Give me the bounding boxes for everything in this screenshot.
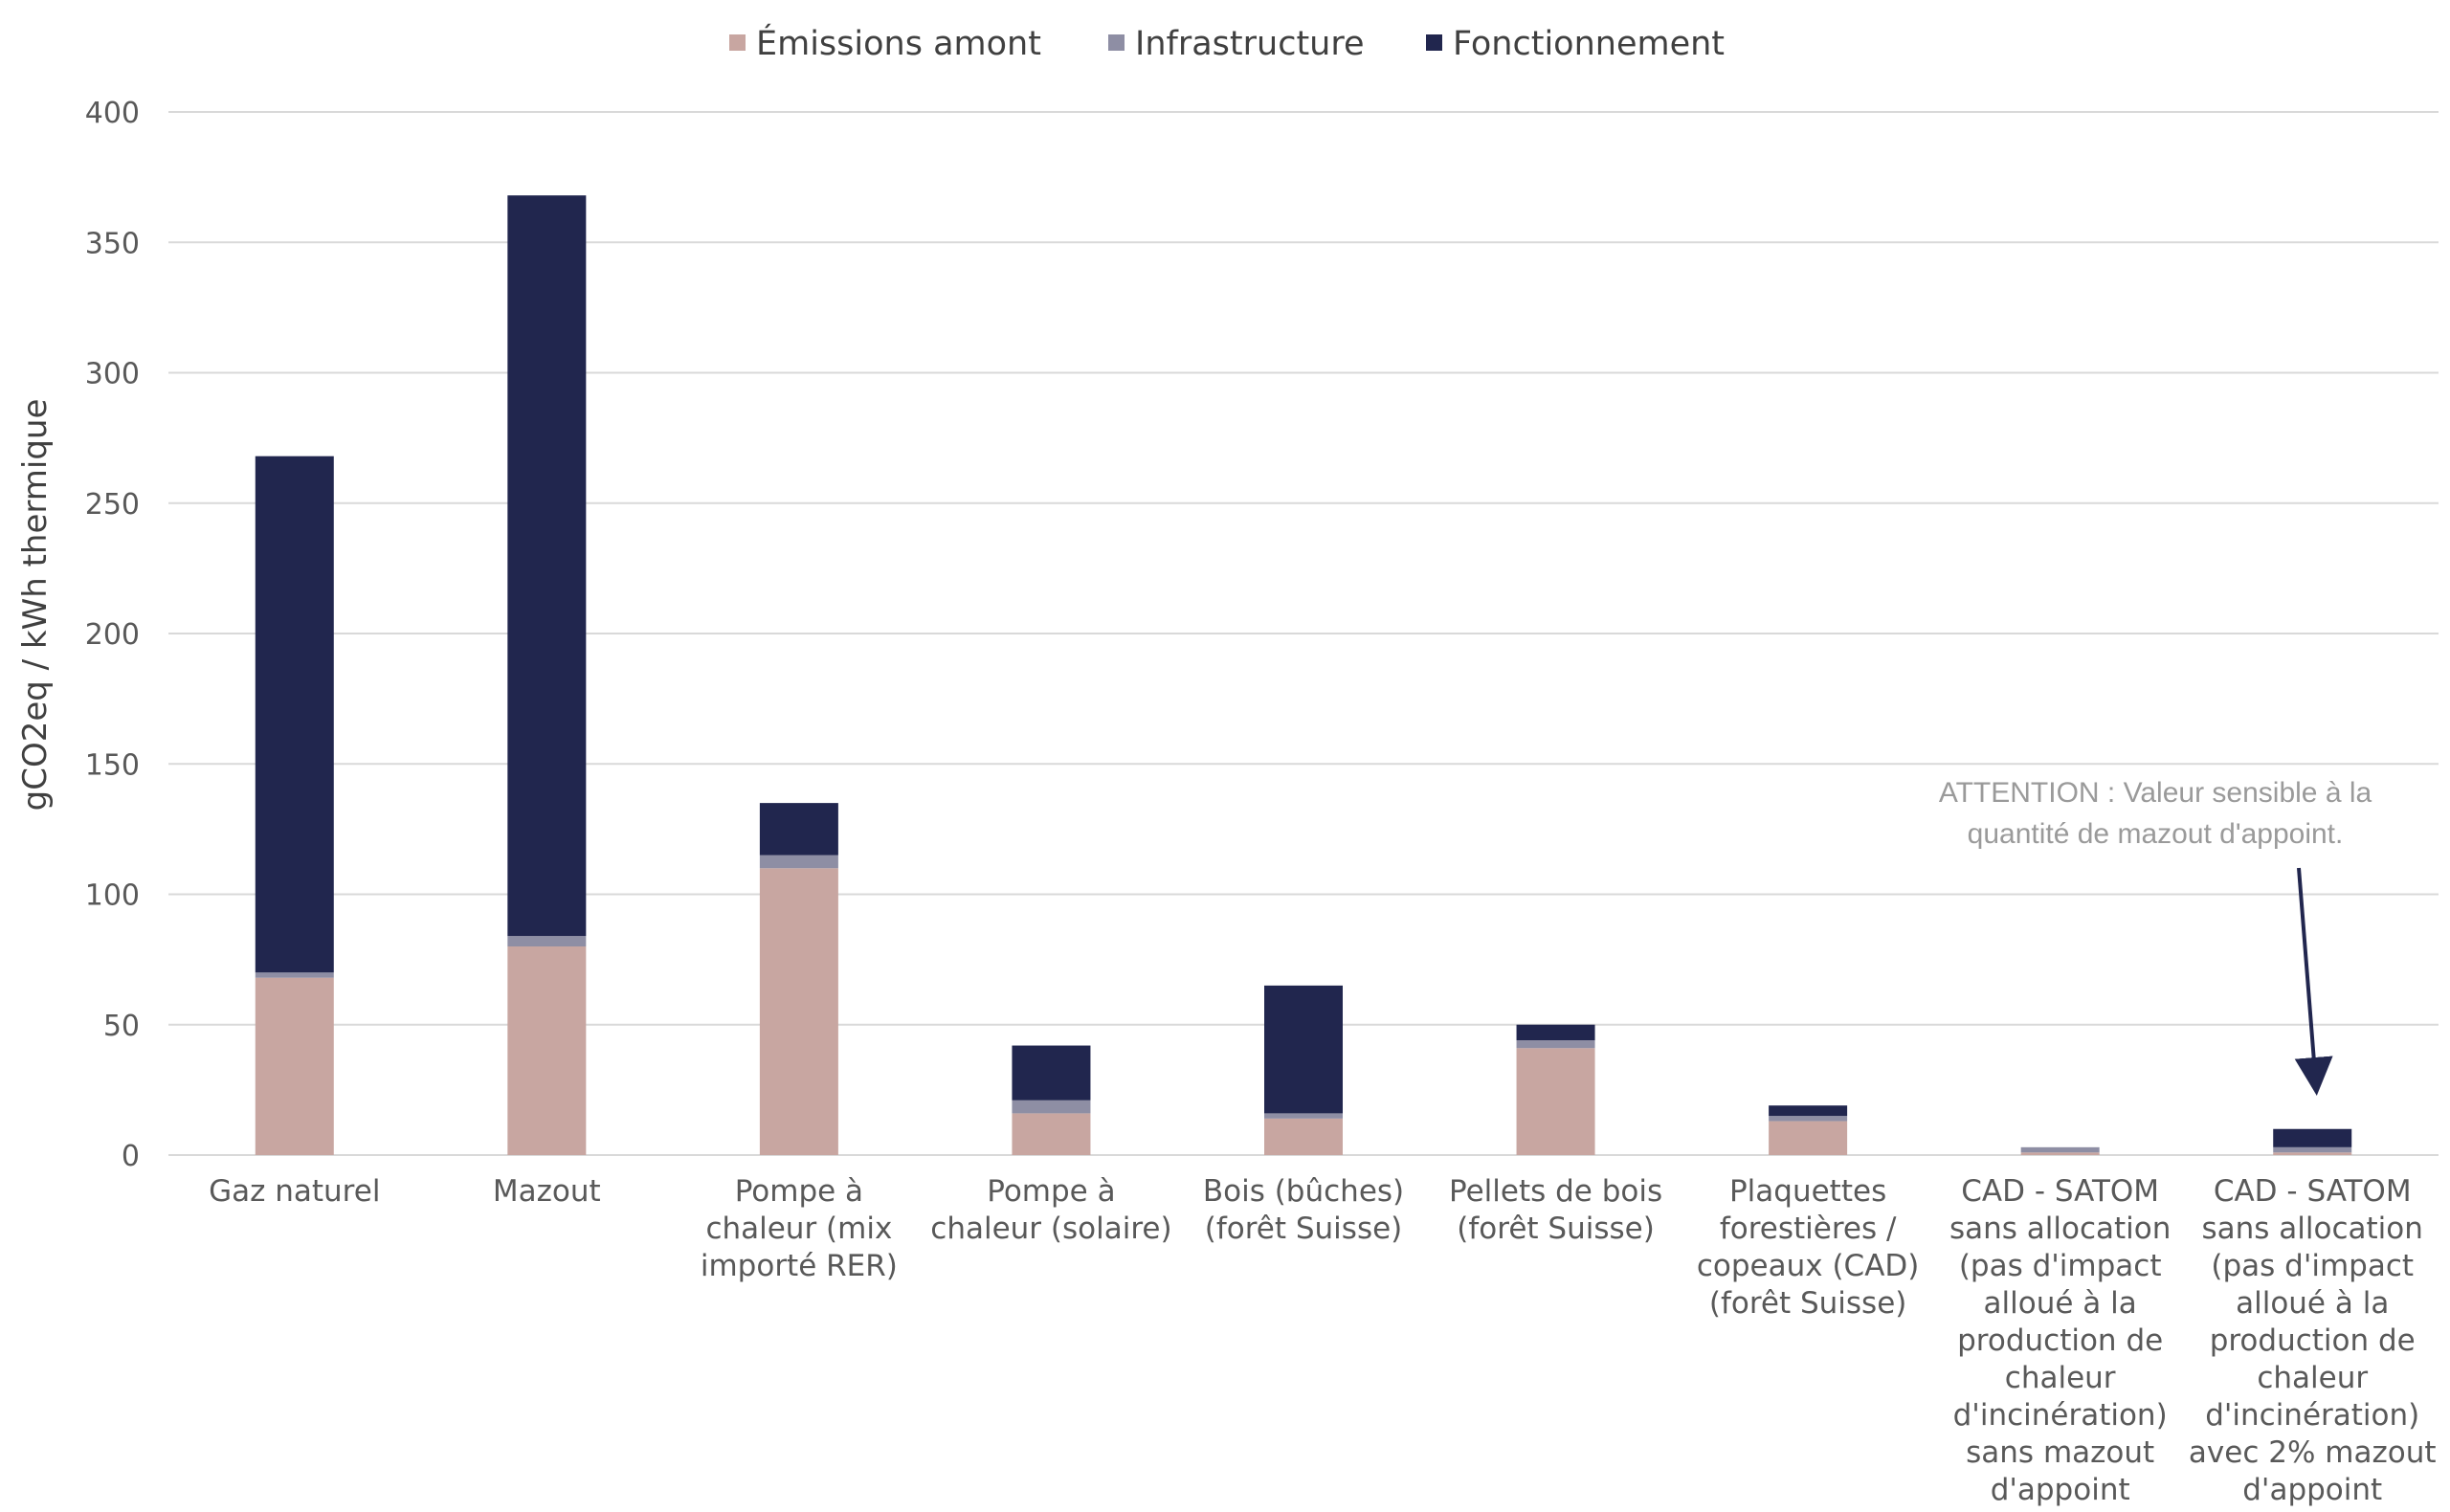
bar-segment-2-cat-2 <box>507 936 587 946</box>
bar-segment-2-cat-7 <box>1769 1116 1848 1122</box>
bars <box>255 195 2352 1155</box>
bar-segment-2-cat-8 <box>2020 1146 2100 1153</box>
x-category-label: CAD - SATOM sans allocation (pas d'impact a… <box>1949 1174 2171 1507</box>
bar-segment-3-cat-1 <box>255 456 334 973</box>
x-category-label: Gaz naturel <box>209 1174 380 1209</box>
bar-segment-1-cat-8 <box>2020 1152 2100 1155</box>
bar-segment-1-cat-5 <box>1264 1118 1343 1155</box>
bar-segment-1-cat-9 <box>2273 1152 2352 1155</box>
y-tick-label: 400 <box>85 97 140 130</box>
bar-segment-3-cat-2 <box>507 195 587 937</box>
x-category-label: Plaquettes forestières / copeaux (CAD) (for… <box>1697 1174 1920 1321</box>
bar-segment-2-cat-4 <box>1012 1100 1091 1114</box>
bar-segment-1-cat-1 <box>255 977 334 1155</box>
bar-segment-2-cat-6 <box>1516 1040 1595 1049</box>
legend-label: Fonctionnement <box>1453 25 1725 63</box>
bar-segment-3-cat-3 <box>759 803 838 856</box>
bar-segment-3-cat-4 <box>1012 1045 1091 1101</box>
legend-swatch <box>729 34 746 51</box>
x-category-label: CAD - SATOM sans allocation (pas d'impact a… <box>2189 1174 2437 1507</box>
bar-segment-2-cat-3 <box>759 855 838 869</box>
x-category-label: Pompe à chaleur (mix importé RER) <box>701 1174 898 1283</box>
bar-segment-2-cat-1 <box>255 972 334 978</box>
legend: Émissions amont Infrastructure Fonctionnem… <box>729 23 1725 63</box>
bar-segment-1-cat-6 <box>1516 1048 1595 1155</box>
bar-segment-1-cat-7 <box>1769 1121 1848 1155</box>
x-axis-labels: Gaz naturel Mazout Pompe à chaleur (mix impo… <box>209 1174 2436 1507</box>
bar-segment-3-cat-5 <box>1264 985 1343 1114</box>
y-tick-label: 100 <box>85 879 140 913</box>
legend-swatch <box>1426 34 1442 51</box>
x-category-label: Mazout <box>493 1174 601 1209</box>
y-axis-title: gCO2eq / kWh thermique <box>16 399 55 812</box>
legend-label: Émissions amont <box>756 23 1041 63</box>
y-tick-label: 250 <box>85 488 140 522</box>
y-tick-label: 350 <box>85 227 140 260</box>
y-tick-label: 200 <box>85 618 140 652</box>
bar-segment-2-cat-9 <box>2273 1146 2352 1153</box>
y-tick-label: 0 <box>122 1140 140 1173</box>
bar-segment-3-cat-7 <box>1769 1105 1848 1117</box>
bar-segment-1-cat-3 <box>759 868 838 1155</box>
bar-segment-3-cat-6 <box>1516 1024 1595 1041</box>
y-tick-label: 150 <box>85 748 140 782</box>
x-category-label: Bois (bûches) (forêt Suisse) <box>1203 1174 1404 1246</box>
y-axis-ticks: 0 50 100 150 200 250 300 350 400 <box>85 97 140 1173</box>
bar-segment-1-cat-4 <box>1012 1113 1091 1155</box>
annotation: ATTENTION : Valeur sensible à la quantité… <box>1939 777 2372 1096</box>
annotation-note: ATTENTION : Valeur sensible à la quantité… <box>1939 777 2372 850</box>
legend-label: Infrastructure <box>1135 25 1365 63</box>
x-category-label: Pompe à chaleur (solaire) <box>930 1174 1171 1246</box>
bar-segment-3-cat-9 <box>2273 1128 2352 1147</box>
annotation-arrow <box>2294 867 2333 1096</box>
bar-segment-1-cat-2 <box>507 946 587 1155</box>
bar-segment-2-cat-5 <box>1264 1113 1343 1119</box>
y-tick-label: 50 <box>103 1010 140 1043</box>
y-tick-label: 300 <box>85 358 140 391</box>
x-category-label: Pellets de bois (forêt Suisse) <box>1449 1174 1662 1246</box>
legend-swatch <box>1108 34 1125 51</box>
